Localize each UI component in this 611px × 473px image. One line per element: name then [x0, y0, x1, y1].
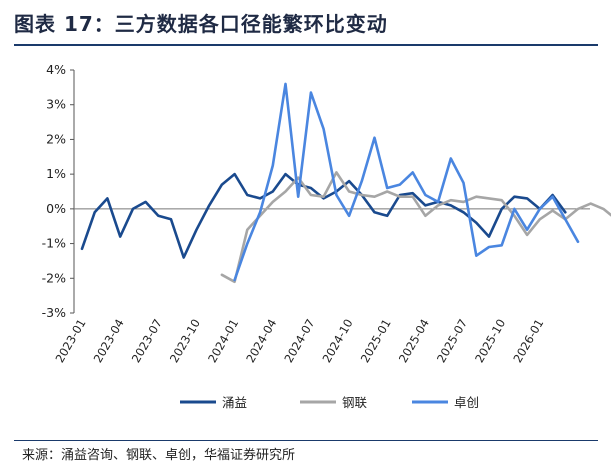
series-line-2 — [220, 171, 611, 284]
chart-title: 图表 17：三方数据各口径能繁环比变动 — [14, 12, 388, 36]
y-tick-label: 4% — [46, 62, 66, 77]
x-tick-label: 2023-10 — [167, 317, 203, 366]
y-tick-label: 2% — [46, 131, 66, 146]
series-line-1 — [80, 172, 567, 259]
legend-label: 钢联 — [342, 395, 368, 410]
x-tick-label: 2023-01 — [52, 317, 88, 366]
title-rule — [14, 44, 598, 46]
y-tick-label: 3% — [46, 97, 66, 112]
x-tick-label: 2024-10 — [320, 317, 356, 366]
chart-legend: 涌益 钢联 卓创 — [180, 395, 479, 410]
chart-series-layer — [80, 82, 611, 284]
y-tick-label: -1% — [42, 236, 66, 251]
x-tick-label: 2023-04 — [91, 317, 127, 366]
source-note: 来源：涌益咨询、钢联、卓创，华福证券研究所 — [22, 448, 296, 463]
y-tick-label: -3% — [42, 305, 66, 320]
series-line-3 — [233, 82, 580, 282]
x-tick-label: 2025-10 — [472, 317, 508, 366]
y-tick-label: 0% — [46, 201, 66, 216]
x-tick-label: 2024-04 — [243, 317, 279, 366]
x-tick-label: 2024-01 — [205, 317, 241, 366]
legend-label: 卓创 — [454, 395, 479, 410]
x-tick-label: 2025-04 — [396, 317, 432, 366]
x-tick-label: 2023-07 — [129, 317, 165, 366]
legend-label: 涌益 — [222, 395, 247, 410]
x-tick-label: 2026-01 — [510, 317, 546, 366]
x-tick-label: 2025-01 — [358, 317, 394, 366]
y-tick-label: -2% — [42, 270, 66, 285]
source-rule — [14, 440, 598, 441]
x-tick-label: 2024-07 — [281, 317, 317, 366]
x-tick-label: 2025-07 — [434, 317, 470, 366]
y-tick-label: 1% — [46, 166, 66, 181]
